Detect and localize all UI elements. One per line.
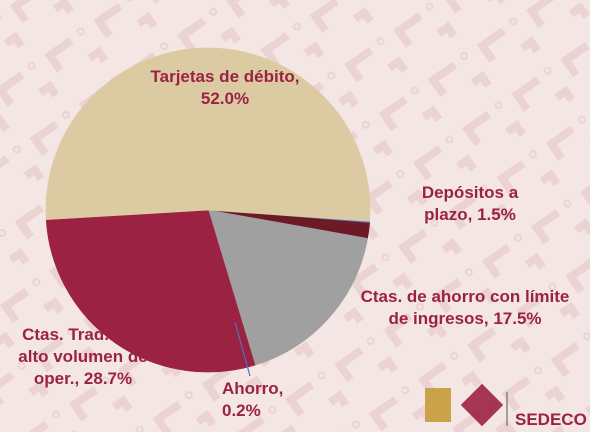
leader-line: [234, 321, 251, 377]
slice-label: Ctas. Trad. con alto volumen de oper., 2…: [18, 325, 148, 388]
logo: SEDECO: [425, 383, 587, 429]
pie-slice: [207, 209, 368, 366]
slice-label: Ctas. de ahorro con límite de ingresos, …: [360, 287, 570, 328]
slice-label: Tarjetas de débito, 52.0%: [150, 67, 300, 108]
pie: [45, 47, 371, 373]
logo-text: SEDECO: [515, 410, 587, 429]
pie-slice: [45, 47, 371, 222]
pie-slice: [45, 209, 256, 373]
slice-label: Ahorro, 0.2%: [222, 379, 284, 420]
slice-label: Depósitos a plazo, 1.5%: [421, 183, 519, 224]
